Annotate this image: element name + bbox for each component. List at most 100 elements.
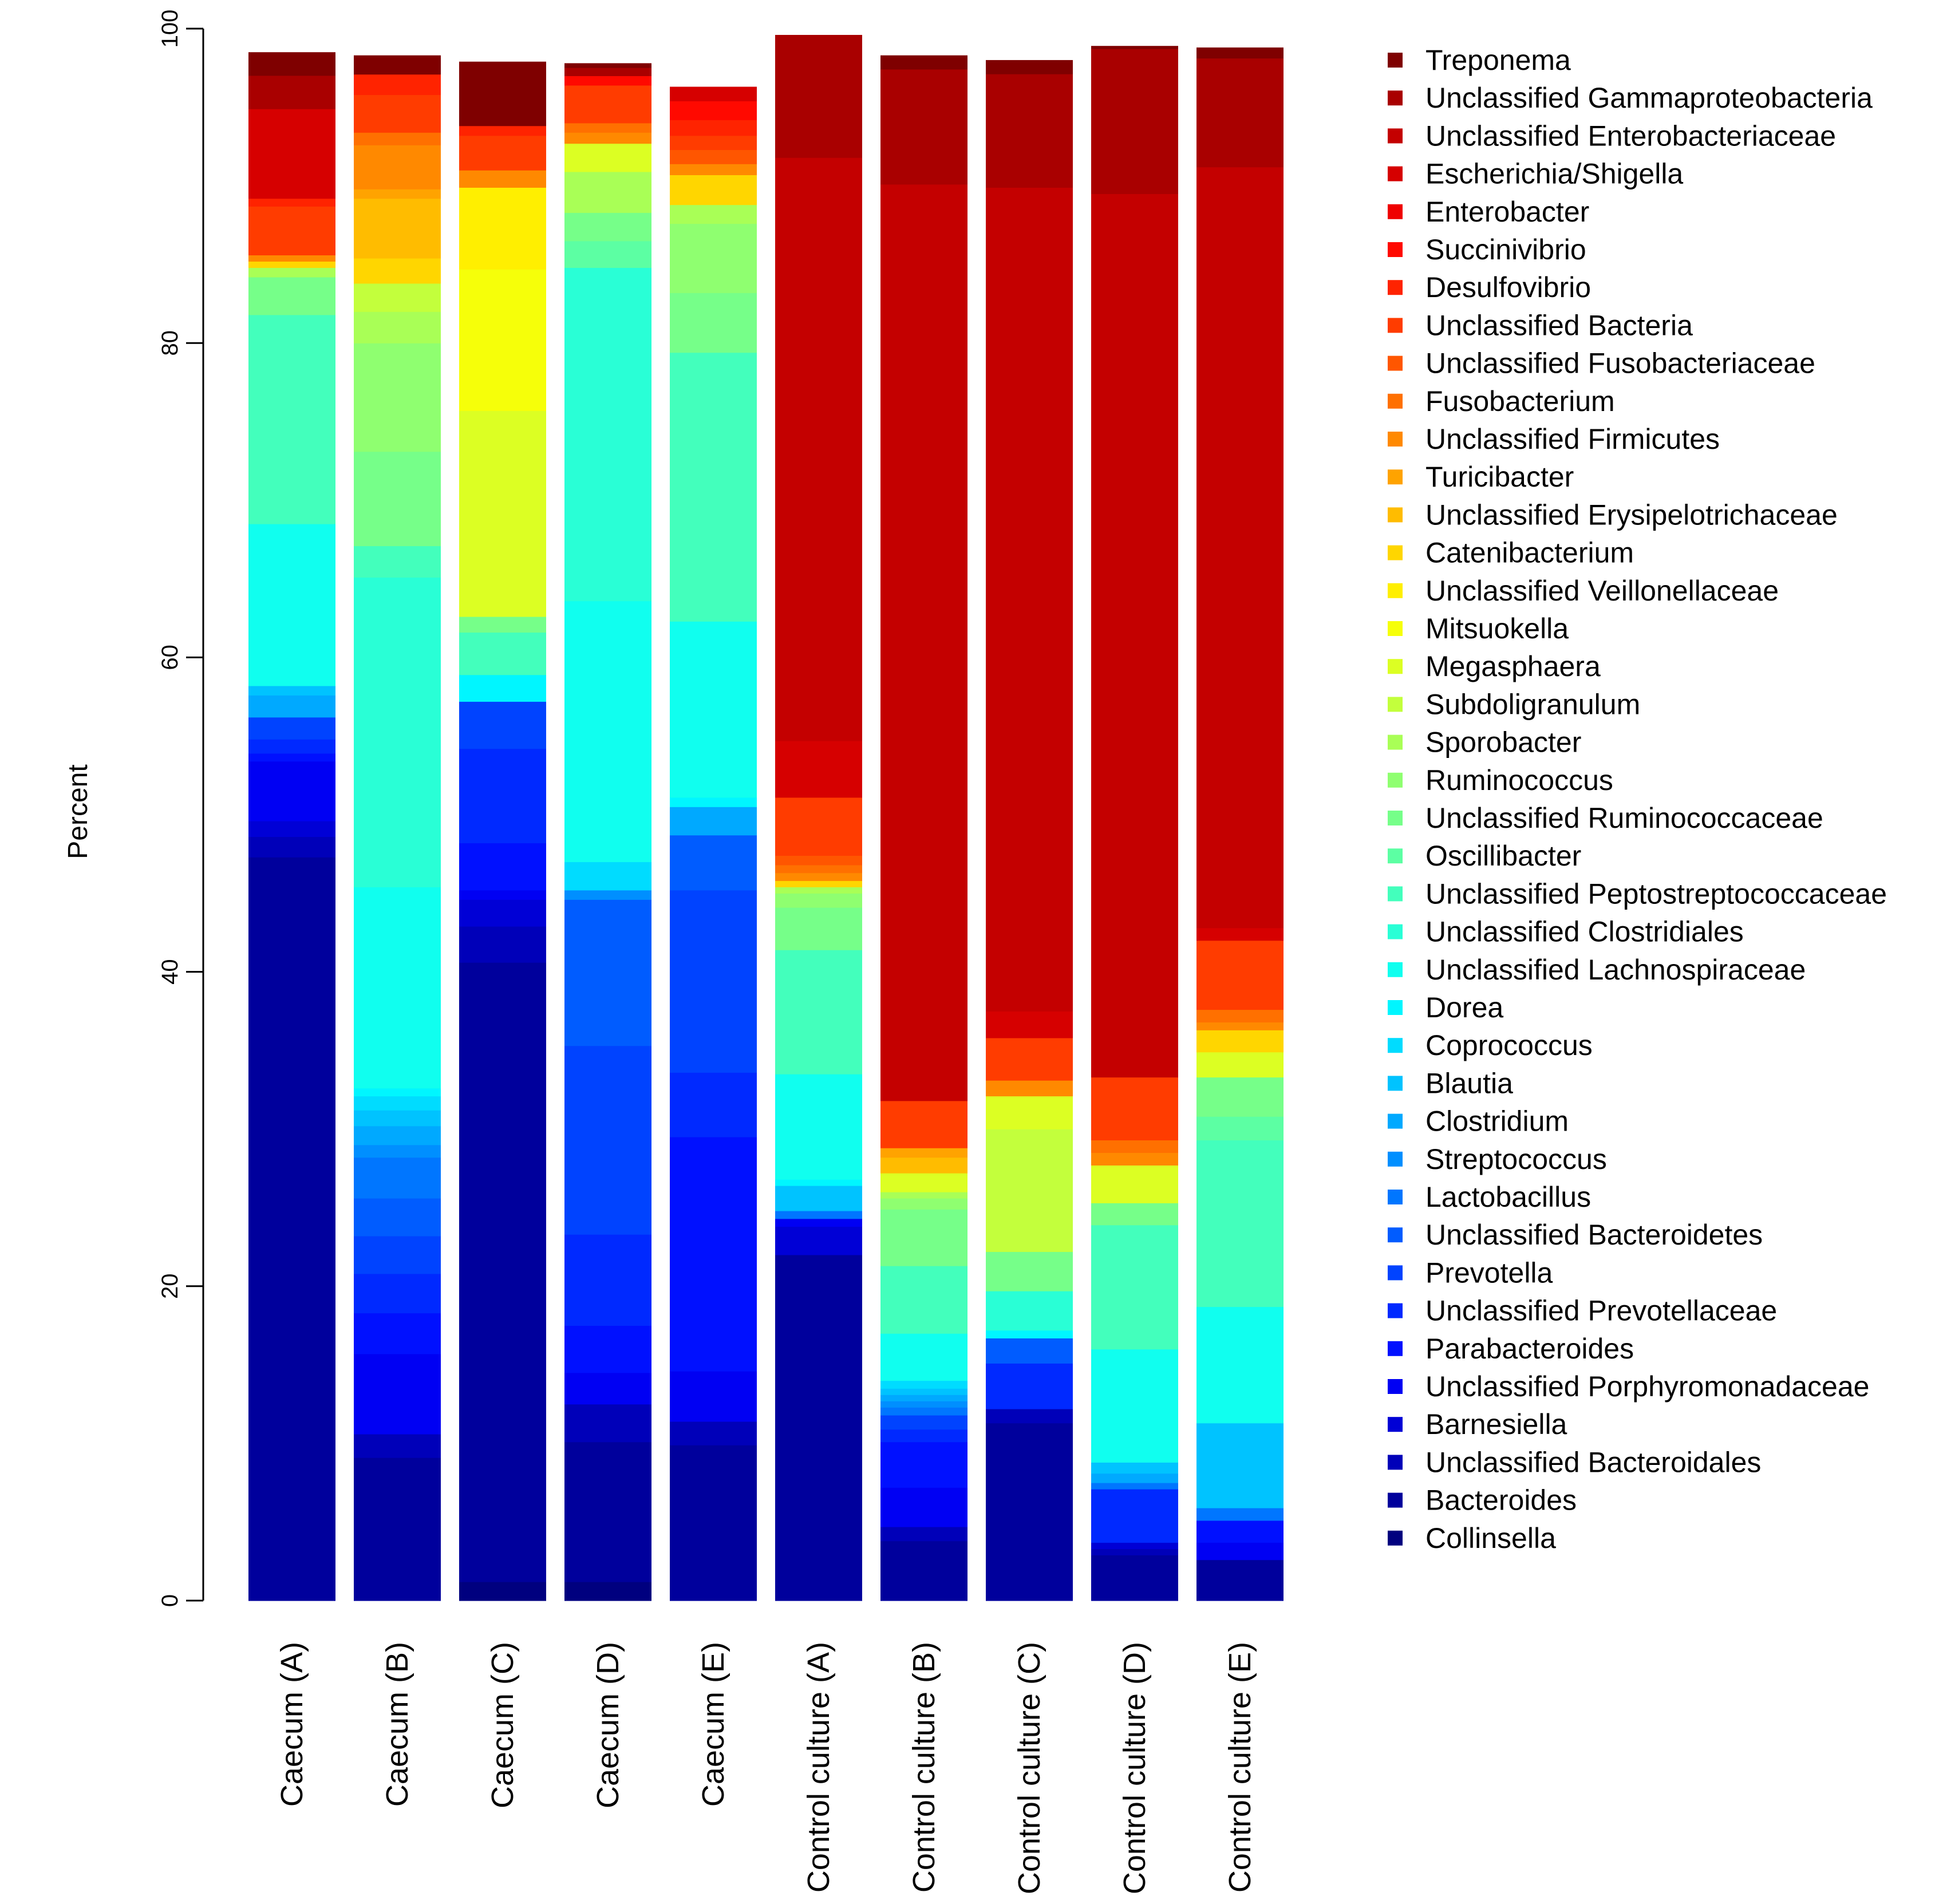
x-tick-label: Caecum (B) [380, 1642, 414, 1807]
bar-segment-unclassified-bacteroidetes [564, 899, 651, 1046]
legend-swatch [1388, 1303, 1403, 1318]
bar-segment-barnesiella [248, 820, 335, 838]
bar-segment-unclassified-peptostreptococcaceae [880, 1266, 967, 1334]
legend-label: Unclassified Veillonellaceae [1425, 575, 1779, 607]
bar-segment-unclassified-lachnospiraceae [354, 887, 441, 1089]
bar-segment-sporobacter [354, 311, 441, 343]
legend-swatch [1388, 1417, 1403, 1432]
bar-segment-desulfovibrio [459, 126, 546, 136]
bar-segment-bacteroides [670, 1445, 757, 1601]
bar-segment-parabacteroides [354, 1313, 441, 1354]
bar-segment-subdoligranulum [986, 1129, 1073, 1252]
bar-segment-mitsuokella [459, 269, 546, 411]
bar-segment-blautia [1196, 1423, 1284, 1508]
bar-segment-unclassified-enterobacteriaceae [1091, 193, 1178, 1078]
legend-item: Barnesiella [1388, 1408, 1567, 1440]
bar-segment-bacteroides [248, 857, 335, 1601]
bar-segment-unclassified-ruminococcaceae [1091, 1203, 1178, 1226]
bar-segment-megasphaera [986, 1096, 1073, 1129]
bar-segment-unclassified-firmicutes [1091, 1152, 1178, 1166]
bar-segment-fusobacterium [564, 123, 651, 133]
legend-label: Bacteroides [1425, 1484, 1577, 1516]
bar-segment-unclassified-veillonellaceae [459, 187, 546, 270]
legend-label: Prevotella [1425, 1257, 1553, 1289]
bar-segment-megasphaera [459, 410, 546, 617]
bar-segment-unclassified-porphyromonadaceae [564, 1372, 651, 1405]
bar-segment-unclassified-peptostreptococcaceae [775, 950, 862, 1075]
bar-segment-unclassified-firmicutes [670, 164, 757, 175]
bar-segment-unclassified-porphyromonadaceae [248, 761, 335, 821]
bar-segment-bacteroides [564, 1441, 651, 1582]
bar-segment-unclassified-bacteroidetes [986, 1338, 1073, 1364]
legend-label: Enterobacter [1425, 196, 1589, 228]
bar-segment-ruminococcus [775, 893, 862, 908]
bar-segment-unclassified-firmicutes [564, 132, 651, 144]
legend-swatch [1388, 166, 1403, 181]
legend-item: Coprococcus [1388, 1029, 1593, 1061]
bar-segment-prevotella [670, 890, 757, 1073]
bar-segment-clostridium [248, 695, 335, 718]
legend-item: Unclassified Fusobacteriaceae [1388, 347, 1815, 380]
legend-swatch [1388, 811, 1403, 825]
bar-segment-lactobacillus [880, 1407, 967, 1416]
legend-item: Unclassified Porphyromonadaceae [1388, 1370, 1869, 1403]
legend-swatch [1388, 90, 1403, 106]
y-tick-label: 80 [157, 330, 183, 356]
legend-item: Escherichia/Shigella [1388, 158, 1683, 190]
bar-segment-prevotella [564, 1045, 651, 1235]
legend-item: Unclassified Peptostreptococcaceae [1388, 878, 1887, 910]
bar-segment-unclassified-gammaproteobacteria [564, 68, 651, 76]
legend-swatch [1388, 1151, 1403, 1167]
bar-segment-turicibacter [354, 189, 441, 199]
bar-segment-escherichia-shigella [986, 1011, 1073, 1038]
legend-swatch [1388, 242, 1403, 257]
x-tick-label: Control culture (A) [801, 1642, 836, 1893]
legend-label: Clostridium [1425, 1105, 1569, 1137]
legend-item: Oscillibacter [1388, 840, 1581, 872]
legend-swatch [1388, 1341, 1403, 1356]
bar-segment-unclassified-fusobacteriaceae [670, 149, 757, 164]
bar-segment-unclassified-prevotellaceae [986, 1363, 1073, 1409]
bar-segment-parabacteroides [880, 1441, 967, 1488]
bar-segment-unclassified-bacteria [1091, 1077, 1178, 1141]
bar-segment-oscillibacter [1196, 1116, 1284, 1141]
bar-segment-blautia [775, 1186, 862, 1211]
legend-label: Unclassified Lachnospiraceae [1425, 954, 1806, 986]
legend-item: Blautia [1388, 1067, 1513, 1099]
bar-segment-unclassified-prevotellaceae [1091, 1489, 1178, 1543]
bar-segment-unclassified-bacteroidales [1091, 1549, 1178, 1555]
bar-segment-unclassified-bacteria [248, 206, 335, 256]
legend-label: Blautia [1425, 1067, 1513, 1099]
legend-swatch [1388, 469, 1403, 485]
x-tick-label: Caecum (C) [485, 1642, 520, 1808]
bar-segment-barnesiella [1091, 1542, 1178, 1549]
bar-segment-unclassified-lachnospiraceae [775, 1074, 862, 1180]
bar-segment-bacteroides [775, 1254, 862, 1601]
bar-segment-unclassified-porphyromonadaceae [775, 1218, 862, 1227]
bar-segment-megasphaera [880, 1173, 967, 1192]
bar-segment-blautia [354, 1110, 441, 1127]
bar-segment-unclassified-firmicutes [775, 872, 862, 881]
legend-label: Streptococcus [1425, 1143, 1607, 1175]
legend-label: Unclassified Bacteroidales [1425, 1446, 1761, 1478]
y-axis: 0 20 40 60 80 100 [157, 10, 204, 1607]
legend-label: Unclassified Ruminococcaceae [1425, 802, 1823, 834]
legend-swatch [1388, 1000, 1403, 1015]
bar-segment-escherichia-shigella [775, 740, 862, 798]
bar-segment-blautia [1091, 1462, 1178, 1474]
legend-item: Unclassified Clostridiales [1388, 916, 1744, 948]
bar-segment-bacteroides [1196, 1559, 1284, 1601]
x-tick-label: Caecum (D) [591, 1642, 625, 1808]
bar-segment-oscillibacter [564, 240, 651, 268]
bar-segment-sporobacter [564, 171, 651, 213]
legend-swatch [1388, 734, 1403, 750]
bar-segment-unclassified-prevotellaceae [880, 1429, 967, 1443]
bar-segment-unclassified-prevotellaceae [354, 1273, 441, 1314]
bar-segment-unclassified-firmicutes [1196, 1022, 1284, 1030]
legend-swatch [1388, 355, 1403, 371]
legend-item: Enterobacter [1388, 196, 1589, 228]
legend-item: Unclassified Gammaproteobacteria [1388, 82, 1873, 114]
legend-swatch [1388, 545, 1403, 560]
bar-segment-bacteroides [1091, 1555, 1178, 1601]
bar-segment-unclassified-bacteroidales [459, 926, 546, 963]
